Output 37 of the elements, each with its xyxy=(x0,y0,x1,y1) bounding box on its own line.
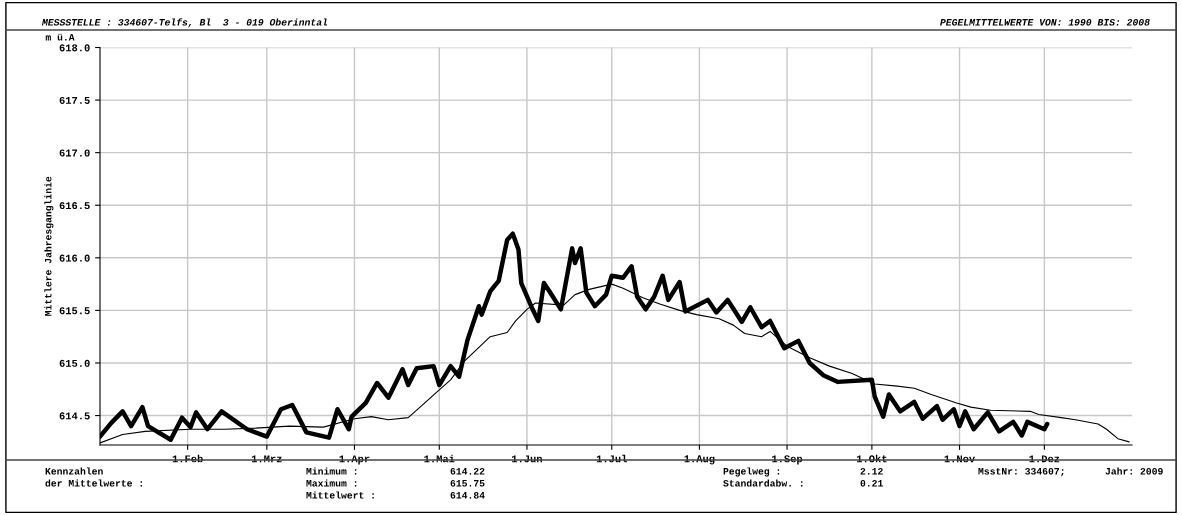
x-tick-label: 1.Jun xyxy=(512,455,542,463)
y-tick-label: 618.0 xyxy=(59,44,90,52)
x-tick-label: 1.Dez xyxy=(1029,455,1060,463)
x-tick-label: 1.Mai xyxy=(424,454,455,463)
text: Jahr: 2009 xyxy=(1105,467,1163,475)
x-tick-label: 1.Apr xyxy=(339,455,370,465)
chart-title: MESSSTELLE : 334607-Telfs, Bl 3 - 019 Oberinntal xyxy=(41,18,328,28)
text: Kennzahlen xyxy=(45,467,103,475)
text: 614.84 xyxy=(450,492,485,499)
x-tick-label: 1.Jul xyxy=(596,454,627,463)
x-tick-label: 1.Sep xyxy=(772,455,803,465)
text: Standardabw. : xyxy=(723,479,803,487)
x-tick-label: 1.Okt xyxy=(856,454,887,463)
x-tick-label: 1.Nov xyxy=(944,455,975,463)
text: Mittelwert : xyxy=(306,491,374,499)
y-tick-label: 616.5 xyxy=(59,202,90,210)
text: Pegelweg : xyxy=(723,467,780,477)
text: Maximum : xyxy=(306,479,357,487)
text: 2.12 xyxy=(860,468,883,475)
text: 614.22 xyxy=(450,468,485,475)
text: 615.75 xyxy=(450,480,485,487)
text: der Mittelwerte : xyxy=(45,479,142,487)
text: Minimum : xyxy=(306,467,357,475)
x-tick-label: 1.Aug xyxy=(684,455,715,465)
text: 0.21 xyxy=(860,480,883,487)
y-tick-label: 617.5 xyxy=(59,96,90,104)
y-axis-title: Mittlere Jahresganglinie xyxy=(44,176,54,316)
y-tick-label: 615.5 xyxy=(59,307,90,315)
x-tick-label: 1.Mrz xyxy=(251,455,282,463)
text: m ü.A xyxy=(45,33,75,41)
y-tick-label: 617.0 xyxy=(59,149,90,157)
y-tick-label: 614.5 xyxy=(59,412,90,420)
text: MsstNr: 334607; xyxy=(978,468,1064,477)
y-tick-label: 616.0 xyxy=(59,254,90,262)
x-tick-label: 1.Feb xyxy=(172,454,203,463)
chart-subtitle: PEGELMITTELWERTE VON: 1990 BIS: 2008 xyxy=(940,19,1150,26)
y-tick-label: 615.0 xyxy=(59,359,90,367)
